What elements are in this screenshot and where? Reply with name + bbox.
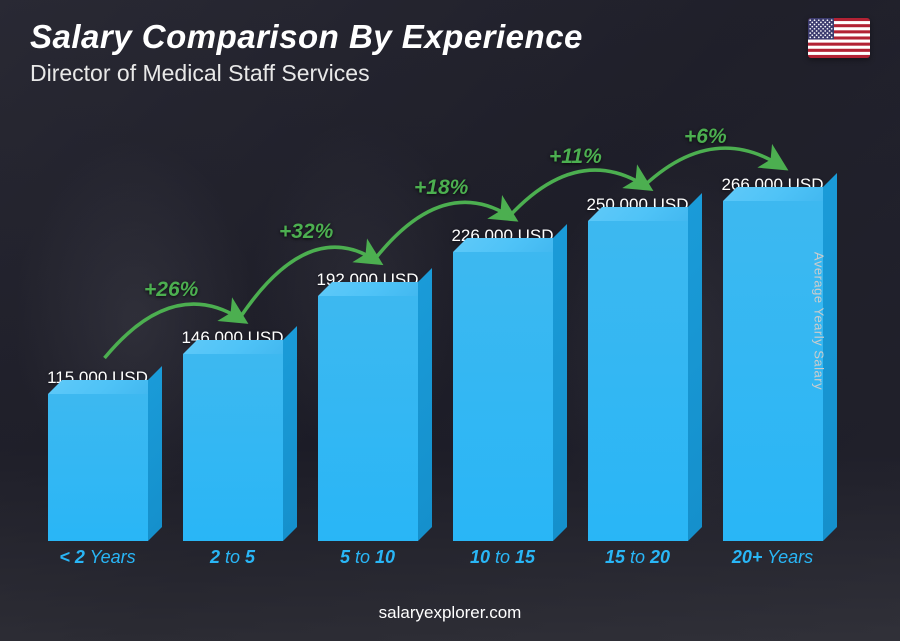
x-axis-label: < 2 Years	[43, 547, 153, 571]
x-axis-label: 5 to 10	[313, 547, 423, 571]
bar-group: 192,000 USD	[313, 270, 423, 541]
bar	[48, 394, 148, 541]
y-axis-label: Average Yearly Salary	[811, 251, 826, 389]
x-axis-label: 10 to 15	[448, 547, 558, 571]
bar	[453, 252, 553, 541]
page-title: Salary Comparison By Experience	[30, 18, 870, 56]
x-axis-labels: < 2 Years 2 to 5 5 to 10 10 to 15 15 to 20 20…	[30, 547, 840, 571]
bar	[723, 201, 823, 541]
bar	[318, 296, 418, 541]
bar-group: 250,000 USD	[583, 195, 693, 541]
salary-chart: 115,000 USD 146,000 USD 192,000 USD 226,…	[30, 131, 840, 571]
growth-percentage-label: +26%	[144, 278, 198, 302]
growth-percentage-label: +32%	[279, 220, 333, 244]
x-axis-label: 2 to 5	[178, 547, 288, 571]
growth-percentage-label: +11%	[549, 145, 602, 169]
header: Salary Comparison By Experience Director…	[30, 18, 870, 87]
x-axis-label: 20+ Years	[718, 547, 828, 571]
bar-group: 226,000 USD	[448, 226, 558, 541]
growth-percentage-label: +6%	[684, 125, 727, 149]
bar	[588, 221, 688, 541]
bar-group: 115,000 USD	[43, 368, 153, 541]
bar-group: 146,000 USD	[178, 328, 288, 541]
page-subtitle: Director of Medical Staff Services	[30, 60, 870, 87]
x-axis-label: 15 to 20	[583, 547, 693, 571]
growth-percentage-label: +18%	[414, 176, 468, 200]
flag-usa-icon	[808, 18, 870, 58]
bar	[183, 354, 283, 541]
footer-attribution: salaryexplorer.com	[0, 603, 900, 623]
